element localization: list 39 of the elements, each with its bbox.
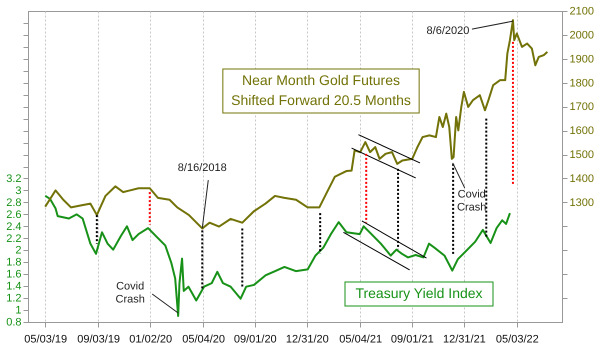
y2-tick-label: 1500 [570,149,594,162]
x-tick-label: 05/03/22 [496,334,539,346]
y2-tick-label: 1300 [570,196,594,209]
y2-tick-label: 1400 [570,172,594,185]
annotation: Covid Crash [457,188,486,214]
x-tick-label: 09/01/20 [234,334,277,346]
y2-tick-label: 2100 [570,6,594,18]
y2-tick-label: 2000 [570,29,594,42]
y-tick-label: 1.8 [6,256,22,269]
annotation: 8/16/2018 [178,162,227,174]
x-tick-label: 09/01/21 [390,334,434,346]
y2-tick-label: 1900 [570,53,594,66]
y-tick-label: 1.6 [6,268,22,281]
annotation: 8/6/2020 [426,25,470,38]
x-tick-label: 12/31/21 [442,334,486,346]
x-tick-label: 12/31/20 [286,334,329,346]
y-tick-label: 2.4 [6,220,22,233]
y2-tick-label: 1600 [570,125,594,138]
y-tick-label: 2.8 [6,196,22,209]
y-tick-label: 3.2 [6,172,22,185]
x-tick-label: 05/03/19 [24,334,68,346]
y2-tick-label: 1800 [570,77,594,90]
y-tick-label: 2 [15,244,22,257]
y-tick-label: 0.8 [6,316,22,328]
line-series [44,19,548,230]
text: Treasury Yield Index [355,285,483,301]
annotation: Covid Crash [116,280,145,306]
text: Near Month Gold Futures Shifted Forward 20.5 Months [231,72,411,108]
y-tick-label: 2.2 [6,232,22,245]
x-tick-label: 05/04/21 [339,334,382,346]
y-tick-label: 2.6 [6,208,22,221]
x-tick-label: 09/03/19 [77,334,120,346]
y-tick-label: 1 [15,304,22,317]
y-tick-label: 3 [15,184,22,197]
y2-tick-label: 1700 [570,101,594,114]
y-tick-label: 1.4 [6,280,22,293]
x-tick-label: 01/02/20 [129,334,172,346]
y-tick-label: 1.2 [6,292,22,305]
x-tick-label: 05/04/20 [182,334,226,346]
